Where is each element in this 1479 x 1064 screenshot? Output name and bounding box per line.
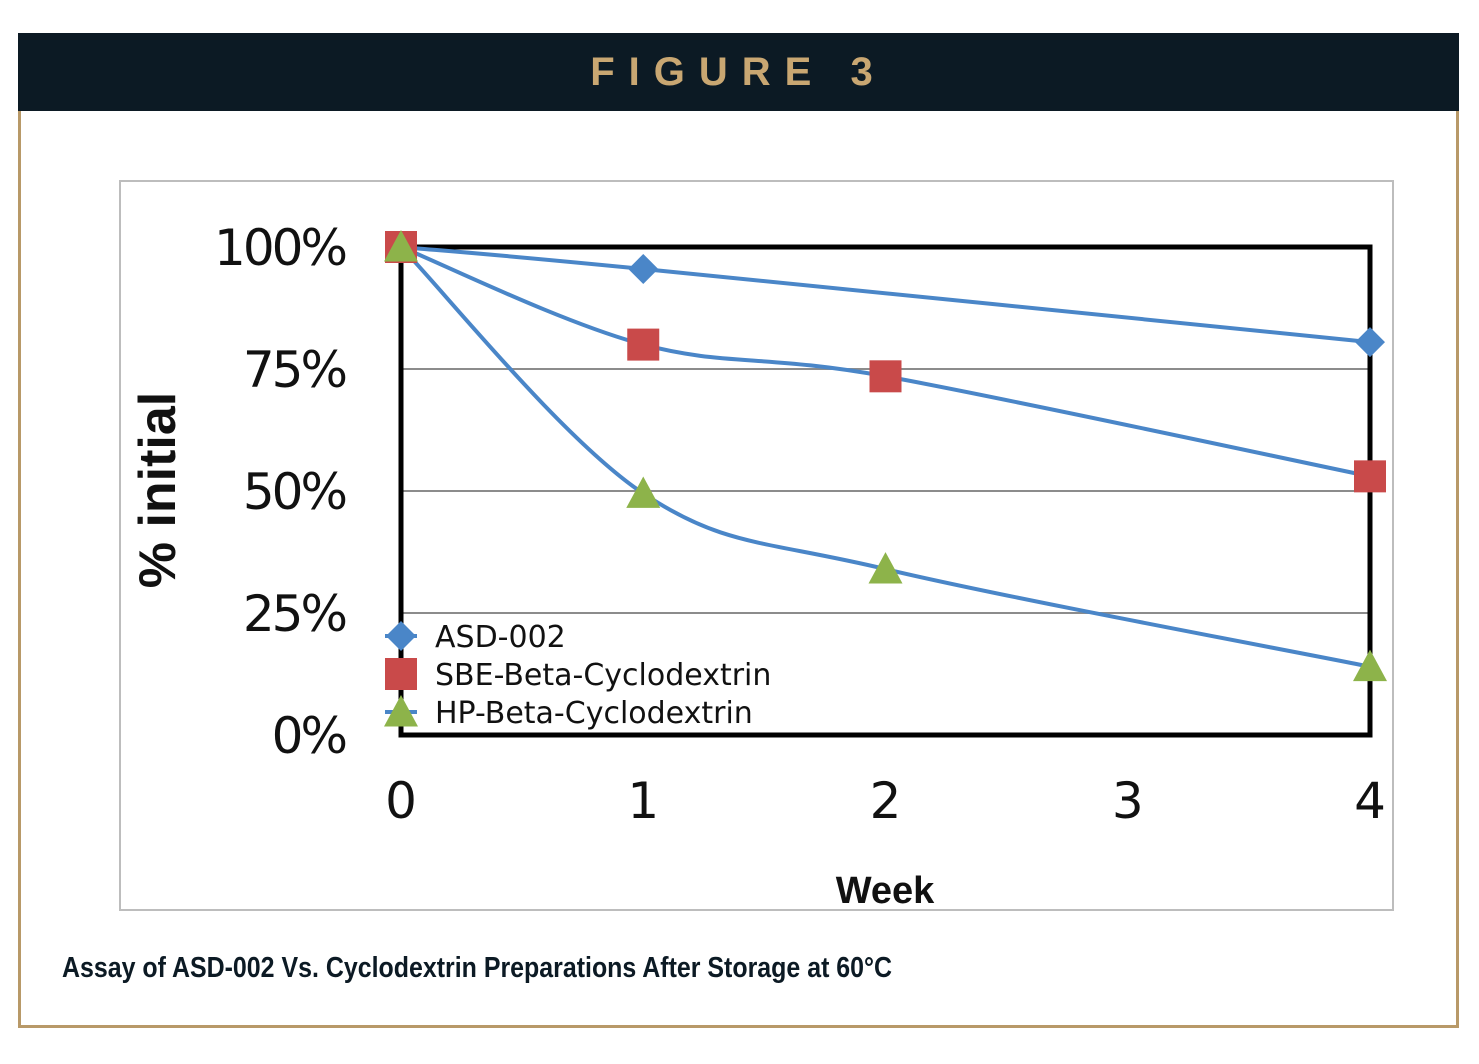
data-point-diamond	[1355, 327, 1385, 358]
legend-label: SBE-Beta-Cyclodextrin	[435, 658, 771, 693]
figure-title: FIGURE 3	[590, 50, 887, 94]
x-tick-label: 2	[870, 772, 902, 830]
figure-header: FIGURE 3	[18, 33, 1459, 111]
data-point-triangle	[868, 552, 903, 584]
legend-marker-triangle	[384, 695, 418, 727]
data-point-square	[869, 360, 902, 393]
x-axis-title: Week	[836, 870, 935, 912]
data-point-triangle	[626, 476, 661, 508]
x-tick-label: 3	[1112, 772, 1144, 830]
data-point-triangle	[384, 230, 418, 262]
legend-label: HP-Beta-Cyclodextrin	[435, 696, 753, 731]
x-tick-label: 4	[1354, 772, 1386, 830]
y-tick-label: 0%	[272, 707, 346, 765]
chart-container	[119, 180, 1394, 911]
figure-caption: Assay of ASD-002 Vs. Cyclodextrin Prepar…	[62, 952, 893, 984]
y-tick-label: 75%	[243, 341, 346, 399]
legend-marker-square	[385, 658, 417, 690]
y-tick-label: 100%	[214, 219, 345, 277]
data-point-square	[627, 328, 660, 361]
series-line	[400, 245, 1371, 479]
legend-marker-diamond	[386, 621, 416, 651]
data-point-triangle	[1353, 649, 1387, 682]
legend-label: ASD-002	[435, 620, 566, 655]
data-point-square	[1354, 460, 1386, 493]
x-tick-label: 0	[385, 772, 417, 830]
series-line	[400, 245, 1371, 345]
x-tick-label: 1	[627, 772, 659, 830]
series-line	[399, 245, 1371, 669]
y-tick-label: 25%	[243, 585, 346, 643]
data-point-diamond	[628, 253, 659, 284]
y-axis-title: % initial	[129, 392, 187, 588]
y-tick-label: 50%	[243, 463, 346, 521]
